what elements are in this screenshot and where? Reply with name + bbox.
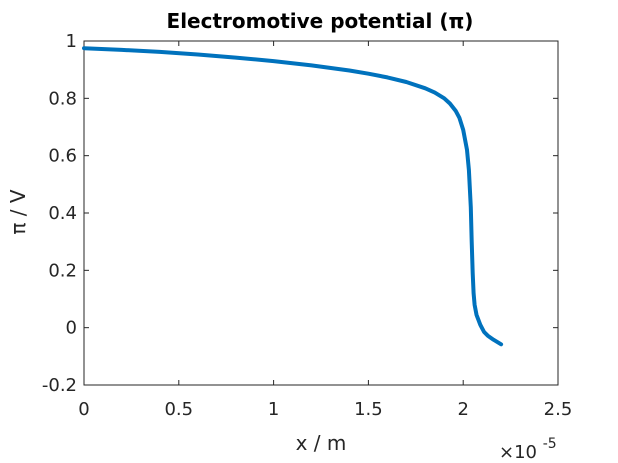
axes (83, 40, 559, 386)
x-ticks: 0 0.5 1 1.5 2 2.5 (78, 41, 572, 420)
x-axis-label: x / m (296, 431, 347, 455)
y-tick-label: 0.4 (48, 203, 77, 224)
x-multiplier-exponent: -5 (543, 436, 557, 452)
y-ticks: -0.2 0 0.2 0.4 0.6 0.8 1 (42, 31, 558, 396)
x-tick-label: 2 (457, 399, 468, 420)
y-tick-label: 0.6 (48, 146, 77, 167)
y-tick-label: 1 (66, 31, 77, 52)
x-tick-label: 0.5 (164, 399, 193, 420)
series-line (82, 46, 504, 347)
x-tick-label: 1.5 (354, 399, 383, 420)
x-tick-label: 2.5 (544, 399, 573, 420)
plot-area (83, 40, 559, 386)
y-axis-label: π / V (6, 189, 30, 234)
series-layer (82, 46, 504, 347)
x-multiplier-base: ×10 (499, 442, 537, 463)
y-tick-label: 0.8 (48, 88, 77, 109)
x-multiplier: ×10 -5 (499, 436, 557, 463)
x-tick-label: 0 (78, 399, 89, 420)
chart-title: Electromotive potential (π) (167, 9, 474, 33)
y-tick-label: 0.2 (48, 260, 77, 281)
y-tick-label: -0.2 (42, 375, 77, 396)
x-tick-label: 1 (268, 399, 279, 420)
y-tick-label: 0 (66, 318, 77, 339)
